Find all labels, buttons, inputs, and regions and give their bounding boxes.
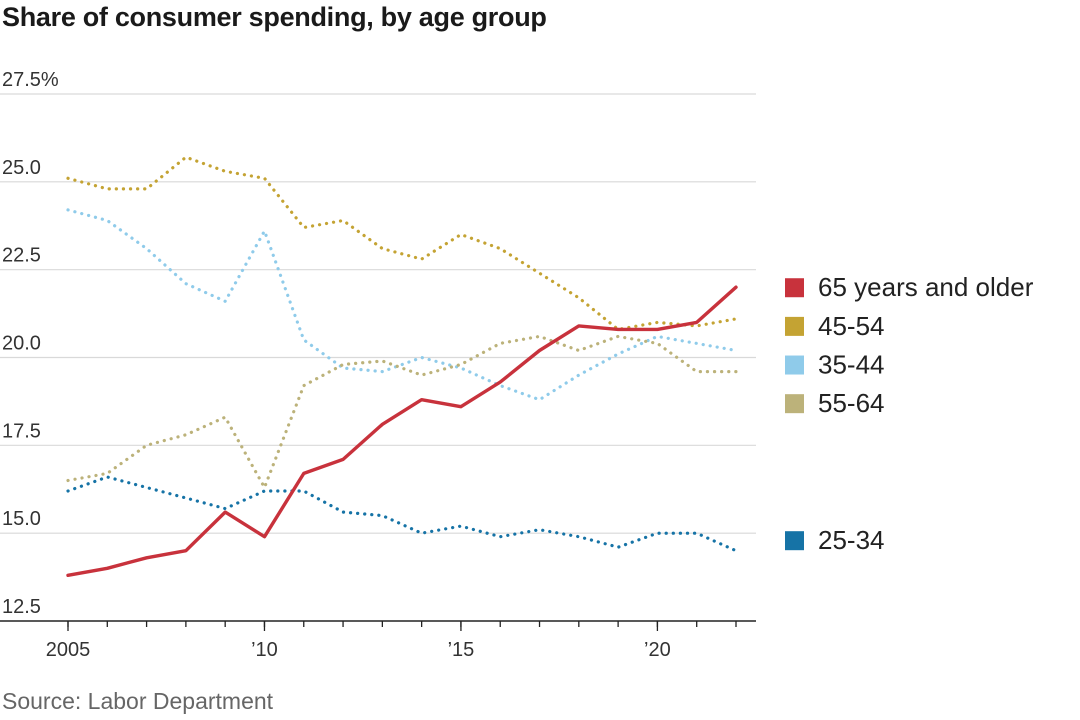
y-tick-label: 17.5: [2, 420, 41, 442]
x-tick-label: ’20: [644, 639, 671, 661]
y-tick-label: 27.5%: [2, 69, 59, 91]
y-tick-label: 12.5: [2, 596, 41, 618]
y-tick-label: 20.0: [2, 333, 41, 355]
source-note: Source: Labor Department: [2, 688, 274, 714]
series-lines: [66, 155, 738, 577]
y-tick-label: 25.0: [2, 157, 41, 179]
legend-label-s35: 35-44: [818, 350, 885, 380]
y-axis: 27.5% 25.0 22.5 20.0 17.5 15.0 12.5: [2, 69, 59, 618]
y-tick-label: 22.5: [2, 245, 41, 267]
legend-swatch-s55: [785, 394, 804, 414]
legend-label-s25: 25-34: [818, 525, 885, 555]
x-tick-label: ’10: [251, 639, 278, 661]
legend-label-s65: 65 years and older: [818, 272, 1034, 302]
x-tick-label: ’15: [448, 639, 475, 661]
gridlines: [0, 93, 756, 622]
legend-label-s45: 45-54: [818, 311, 885, 341]
legend-swatch-s65: [785, 278, 804, 298]
legend-swatch-s25: [785, 531, 804, 551]
series-line-s45: [66, 155, 738, 331]
series-line-s55: [66, 334, 738, 490]
legend-swatch-s35: [785, 355, 804, 375]
x-axis: 2005 ’10 ’15 ’20: [46, 621, 737, 661]
series-line-s65: [66, 285, 738, 577]
chart-title: Share of consumer spending, by age group: [2, 2, 547, 32]
y-tick-label: 15.0: [2, 508, 41, 530]
x-tick-label: 2005: [46, 639, 91, 661]
legend: 65 years and older 45-54 35-44 55-64 25-34: [785, 272, 1034, 555]
legend-label-s55: 55-64: [818, 388, 885, 418]
series-line-s25: [66, 475, 738, 553]
series-line-s35: [66, 208, 738, 402]
legend-swatch-s45: [785, 316, 804, 336]
